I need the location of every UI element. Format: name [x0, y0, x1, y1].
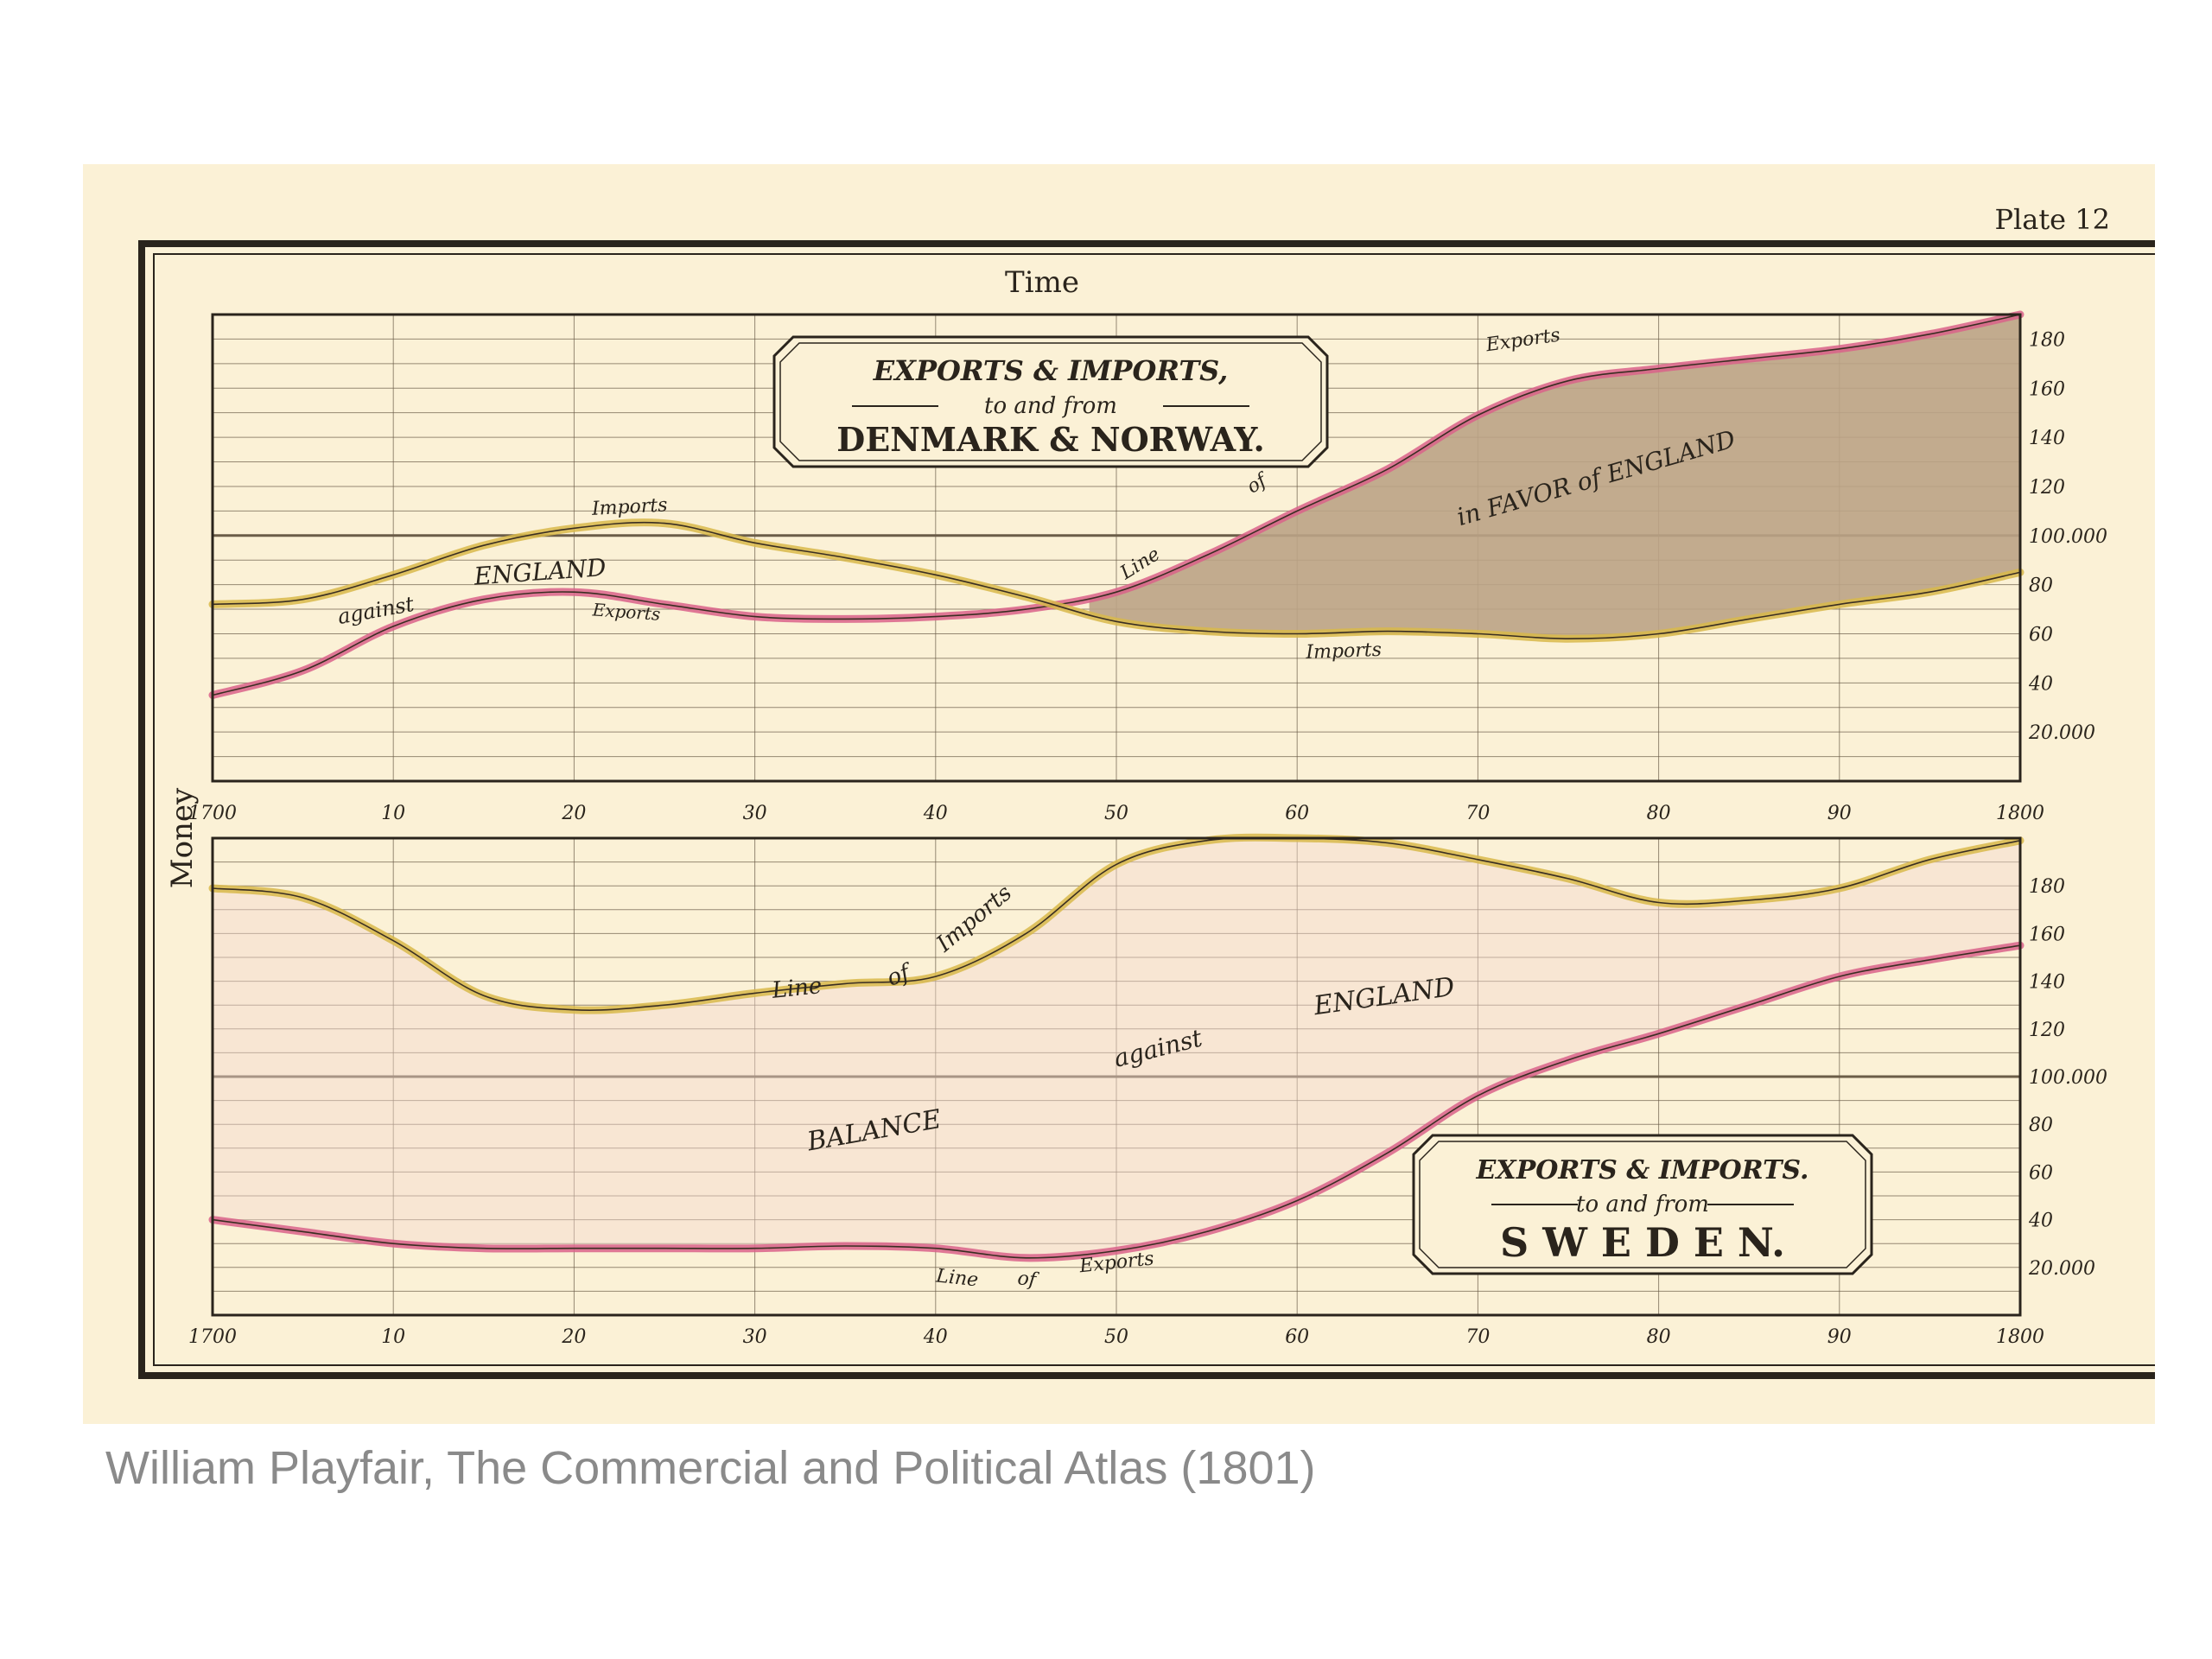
title-cartouche	[772, 335, 1329, 468]
plate-drawing: 20.000 40 60 80 100.000 120 140 160 180 1700 10 20 3…	[138, 203, 2155, 1379]
x-tick-label: 1800	[1996, 803, 2044, 824]
exports-line-ink	[212, 314, 2021, 696]
x-tick-label: 10	[381, 1326, 405, 1348]
x-tick-label: 60	[1285, 803, 1309, 824]
annotation-england: ENGLAND	[473, 553, 607, 591]
series-label-imports-lower: Imports	[1305, 639, 1382, 664]
y-tick-label: 100.000	[2029, 526, 2107, 548]
x-tick-label: 70	[1465, 803, 1490, 824]
x-tick-label: 30	[743, 803, 767, 824]
y-tick-label: 60	[2029, 1162, 2053, 1184]
plot-border	[211, 313, 2022, 783]
x-tick-label: 90	[1827, 803, 1852, 824]
x-tick-label: 50	[1104, 803, 1128, 824]
x-tick-label: 80	[1647, 1326, 1671, 1348]
x-tick-label: 60	[1285, 1326, 1309, 1348]
y-axis-title: Money	[165, 787, 200, 888]
imports-line-ink	[212, 836, 2021, 1011]
x-tick-label: 30	[743, 1326, 767, 1348]
x-axis-title: Time	[1005, 265, 1079, 300]
x-tick-label: 20	[561, 1326, 586, 1348]
chart-title-line-2: to and from	[1576, 1192, 1709, 1217]
title-cartouche-inner	[779, 342, 1322, 461]
figure-caption: William Playfair, The Commercial and Pol…	[105, 1442, 1316, 1494]
plot-border	[211, 836, 2022, 1317]
x-tick-label: 40	[923, 803, 948, 824]
x-tick-label: 70	[1465, 1326, 1490, 1348]
x-tick-label: 1700	[188, 1326, 237, 1348]
series-label-exports-lower: Exports	[591, 599, 661, 624]
series-label-exports-upper: Exports	[1484, 324, 1561, 356]
annotation-line-of-exports-2: of	[1016, 1268, 1040, 1292]
x-tick-label: 1800	[1996, 1326, 2044, 1348]
y-tick-label: 160	[2029, 378, 2065, 400]
sweden-chart: 20.000 40 60 80 100.000 120 140 160 180 1700 10 20 3…	[188, 833, 2107, 1348]
x-tick-label: 40	[923, 1326, 948, 1348]
x-tick-label: 90	[1827, 1326, 1852, 1348]
annotation-line-of-imports-1: Line	[770, 973, 823, 1004]
title-cartouche	[1412, 1134, 1873, 1275]
balance-favor-area	[1089, 315, 2020, 639]
y-tick-label: 80	[2029, 1115, 2053, 1136]
chart-plate: 20.000 40 60 80 100.000 120 140 160 180 1700 10 20 3…	[83, 164, 2155, 1424]
title-cartouche-inner	[1419, 1141, 1866, 1268]
x-tick-label: 20	[561, 803, 586, 824]
y-tick-label: 80	[2029, 575, 2053, 597]
y-tick-label: 160	[2029, 924, 2065, 945]
chart-title-line-2: to and from	[984, 393, 1117, 419]
y-tick-label: 20.000	[2028, 1258, 2095, 1280]
x-tick-label: 1700	[188, 803, 237, 824]
chart-title-line-1: EXPORTS & IMPORTS.	[1476, 1155, 1809, 1185]
y-tick-label: 140	[2029, 972, 2065, 994]
exports-line-ink	[212, 944, 2021, 1259]
y-tick-label: 180	[2029, 876, 2065, 898]
y-tick-label: 120	[2029, 477, 2065, 499]
annotation-line-of-exports-1: Line	[934, 1265, 979, 1291]
denmark-norway-chart: 20.000 40 60 80 100.000 120 140 160 180 1700 10 20 3…	[188, 310, 2107, 824]
inner-frame	[153, 253, 2155, 1366]
chart-title-line-3: DENMARK & NORWAY.	[836, 420, 1264, 459]
x-tick-label: 80	[1647, 803, 1671, 824]
y-tick-label: 140	[2029, 428, 2065, 449]
chart-title-line-1: EXPORTS & IMPORTS,	[873, 354, 1229, 387]
y-tick-label: 40	[2028, 1211, 2053, 1232]
y-tick-label: 180	[2029, 329, 2065, 351]
y-tick-label: 120	[2029, 1020, 2065, 1041]
plate-label: Plate 12	[1994, 203, 2110, 236]
x-tick-label: 50	[1104, 1326, 1128, 1348]
y-tick-label: 60	[2029, 624, 2053, 645]
y-tick-label: 100.000	[2029, 1067, 2107, 1089]
balance-against-area	[213, 838, 2020, 1258]
x-tick-label: 10	[381, 803, 405, 824]
y-tick-label: 20.000	[2028, 722, 2095, 744]
chart-title-line-3: S W E D E N.	[1500, 1219, 1785, 1266]
y-tick-label: 40	[2028, 673, 2053, 695]
series-label-imports-upper: Imports	[590, 494, 668, 520]
outer-frame	[138, 240, 2155, 1379]
imports-line-ink	[212, 521, 2021, 640]
annotation-of: of	[1243, 468, 1274, 499]
